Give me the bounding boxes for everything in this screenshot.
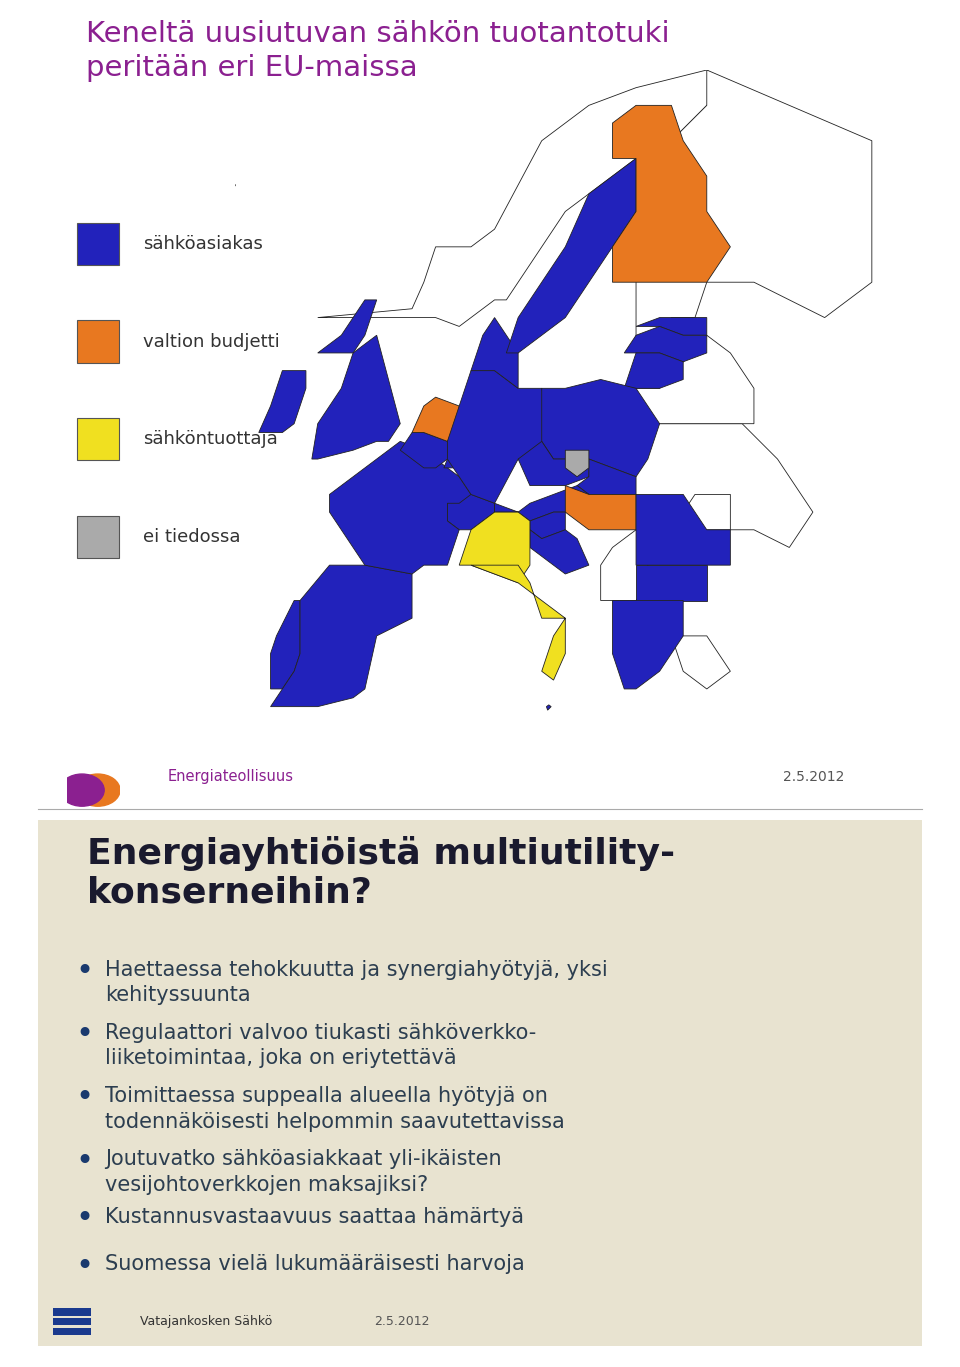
Text: Kustannusvastaavuus saattaa hämärtyä: Kustannusvastaavuus saattaa hämärtyä (105, 1207, 523, 1228)
Polygon shape (636, 495, 731, 565)
FancyBboxPatch shape (77, 515, 119, 558)
Polygon shape (624, 327, 707, 362)
Polygon shape (612, 600, 684, 689)
Polygon shape (412, 398, 459, 442)
Text: 2.5.2012: 2.5.2012 (783, 770, 845, 783)
Polygon shape (565, 450, 588, 477)
Polygon shape (518, 442, 588, 485)
Text: Keneltä uusiutuvan sähkön tuotantotuki
peritään eri EU-maissa: Keneltä uusiutuvan sähkön tuotantotuki p… (86, 21, 670, 82)
Polygon shape (447, 495, 494, 530)
Polygon shape (506, 159, 636, 353)
Polygon shape (259, 370, 306, 432)
Text: •: • (76, 1204, 94, 1233)
Polygon shape (601, 530, 648, 600)
Text: •: • (76, 1147, 94, 1176)
Polygon shape (271, 565, 412, 707)
FancyBboxPatch shape (77, 320, 119, 362)
FancyBboxPatch shape (53, 1318, 91, 1326)
Polygon shape (271, 600, 300, 689)
Polygon shape (329, 442, 471, 574)
Polygon shape (471, 565, 565, 681)
Text: Energiayhtiöistä multiutility-
konserneihin?: Energiayhtiöistä multiutility- konsernei… (87, 837, 675, 909)
Polygon shape (636, 70, 872, 353)
Polygon shape (588, 424, 813, 547)
FancyBboxPatch shape (53, 1308, 91, 1316)
Polygon shape (577, 459, 636, 495)
Polygon shape (541, 380, 660, 477)
Polygon shape (312, 335, 400, 459)
Text: ei tiedossa: ei tiedossa (143, 528, 241, 545)
Polygon shape (624, 353, 684, 388)
Text: •: • (76, 957, 94, 986)
Polygon shape (459, 513, 530, 582)
Text: •: • (76, 1020, 94, 1050)
Polygon shape (447, 370, 554, 503)
Polygon shape (318, 299, 376, 353)
Polygon shape (400, 432, 447, 468)
Polygon shape (94, 167, 235, 230)
Polygon shape (636, 317, 707, 335)
Text: •: • (76, 1252, 94, 1281)
Circle shape (60, 774, 105, 807)
Polygon shape (684, 495, 731, 530)
Text: 2.5.2012: 2.5.2012 (374, 1315, 429, 1327)
Text: sähköasiakas: sähköasiakas (143, 235, 263, 253)
Text: Suomessa vielä lukumääräisesti harvoja: Suomessa vielä lukumääräisesti harvoja (105, 1255, 524, 1274)
Text: Joutuvatko sähköasiakkaat yli-ikäisten
vesijohtoverkkojen maksajiksi?: Joutuvatko sähköasiakkaat yli-ikäisten v… (105, 1150, 501, 1195)
Text: Haettaessa tehokkuutta ja synergiahyötyjä, yksi
kehityssuunta: Haettaessa tehokkuutta ja synergiahyötyj… (105, 960, 608, 1005)
Polygon shape (546, 705, 551, 711)
Circle shape (76, 774, 120, 807)
Polygon shape (636, 565, 707, 600)
Polygon shape (565, 485, 636, 530)
Polygon shape (494, 485, 588, 521)
Text: Energiateollisuus: Energiateollisuus (168, 770, 294, 785)
Polygon shape (636, 335, 754, 424)
Polygon shape (444, 459, 453, 468)
FancyBboxPatch shape (77, 223, 119, 265)
Text: valtion budjetti: valtion budjetti (143, 332, 279, 350)
Text: sähköntuottaja: sähköntuottaja (143, 431, 277, 448)
Text: Vatajankosken Sähkö: Vatajankosken Sähkö (140, 1315, 273, 1327)
FancyBboxPatch shape (77, 418, 119, 461)
Polygon shape (318, 70, 731, 327)
Polygon shape (530, 513, 565, 539)
Text: Regulaattori valvoo tiukasti sähköverkko-
liiketoimintaa, joka on eriytettävä: Regulaattori valvoo tiukasti sähköverkko… (105, 1023, 536, 1069)
Text: Toimittaessa suppealla alueella hyötyjä on
todennäköisesti helpommin saavutettav: Toimittaessa suppealla alueella hyötyjä … (105, 1085, 564, 1132)
FancyBboxPatch shape (53, 1327, 91, 1336)
Polygon shape (530, 530, 588, 574)
Polygon shape (612, 105, 731, 282)
Polygon shape (471, 317, 518, 388)
Text: •: • (76, 1083, 94, 1113)
Polygon shape (671, 636, 731, 689)
Polygon shape (94, 167, 235, 230)
